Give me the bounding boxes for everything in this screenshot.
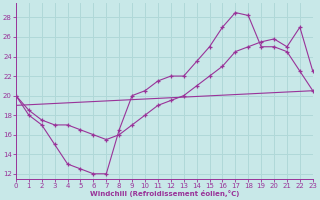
- X-axis label: Windchill (Refroidissement éolien,°C): Windchill (Refroidissement éolien,°C): [90, 190, 239, 197]
